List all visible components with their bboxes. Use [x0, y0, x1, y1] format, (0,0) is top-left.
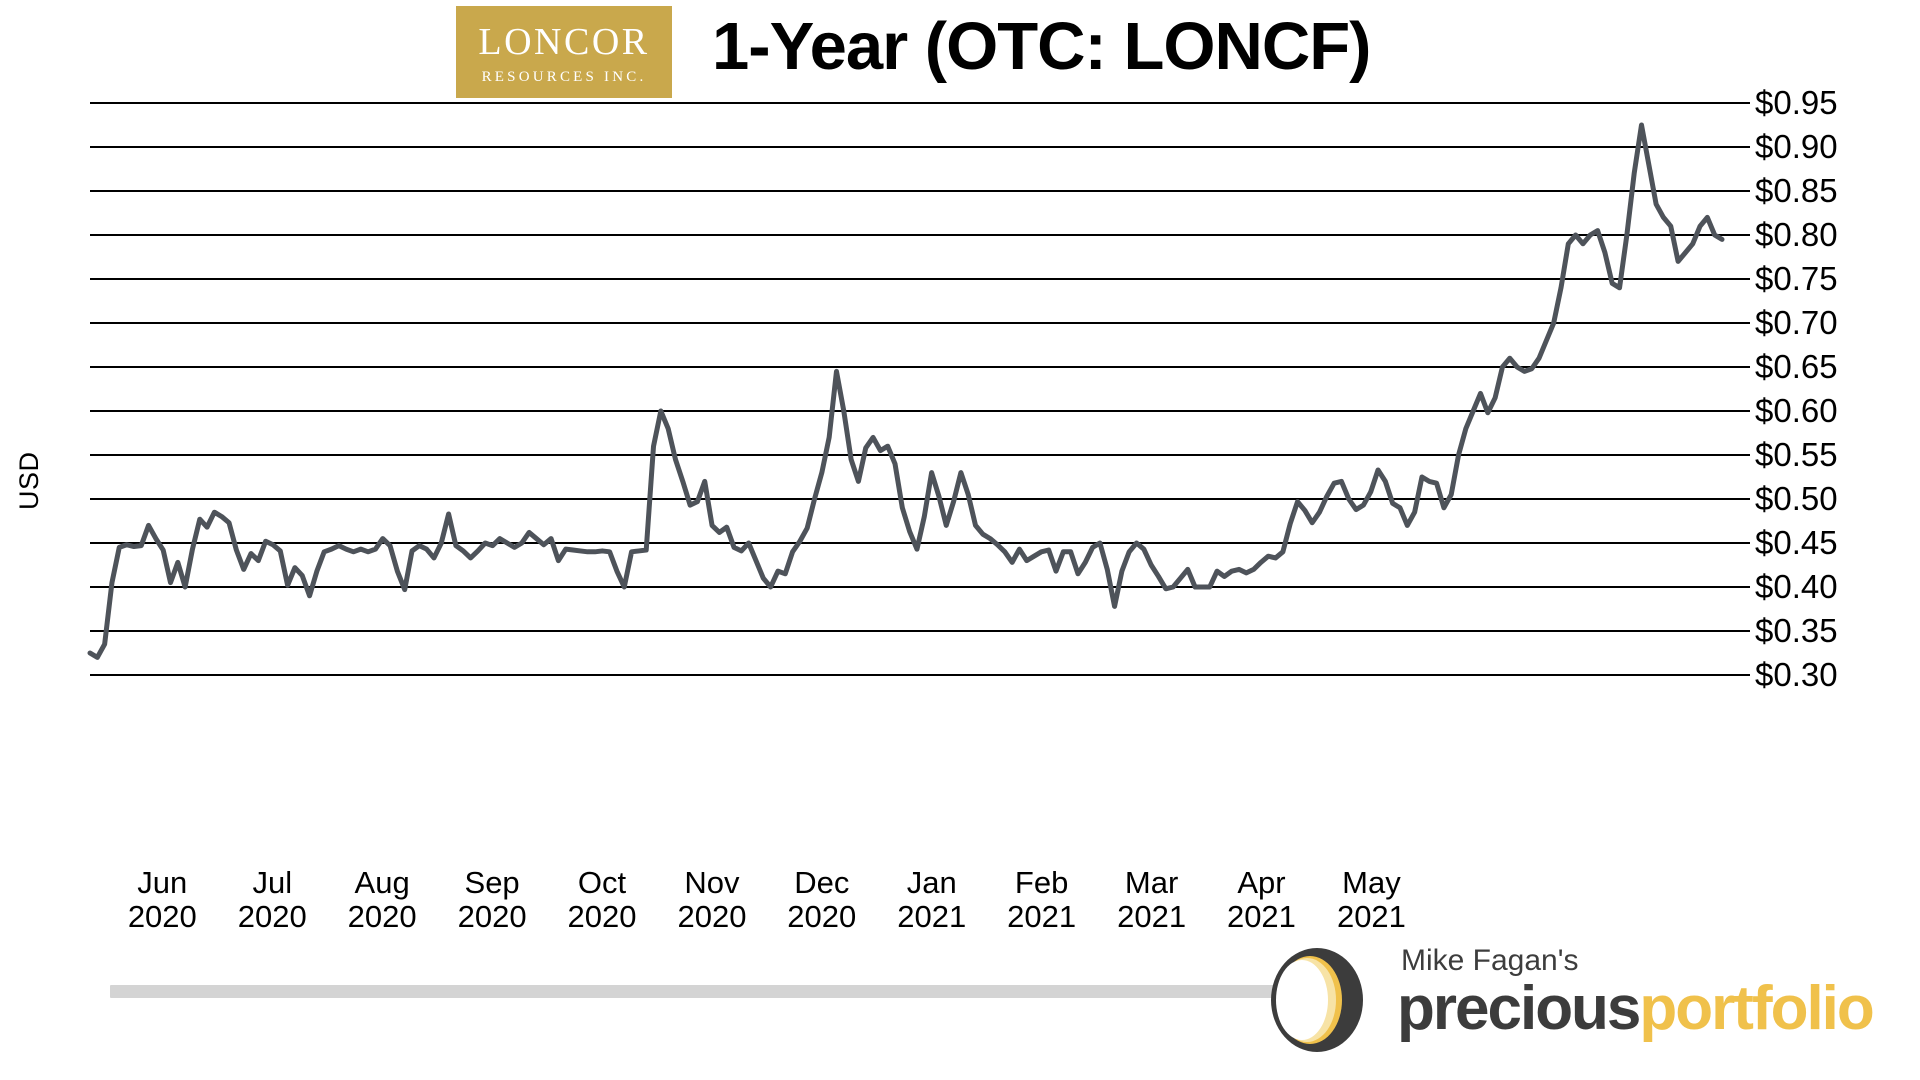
x-axis-tick-label: Sep 2020: [457, 865, 527, 935]
x-axis-tick-label: May 2021: [1336, 865, 1406, 935]
x-tick-month: Apr: [1237, 865, 1286, 900]
x-axis-tick-label: Oct 2020: [567, 865, 637, 935]
y-axis-tick-label: $0.75: [1755, 260, 1838, 297]
x-axis-tick-label: Mar 2021: [1117, 865, 1187, 935]
loncor-logo: LONCOR RESOURCES INC.: [456, 6, 672, 98]
x-tick-month: Oct: [577, 865, 627, 900]
brand-name-line: preciousportfolio: [1397, 978, 1875, 1040]
x-tick-year: 2020: [127, 899, 197, 935]
x-tick-year: 2020: [787, 899, 857, 935]
x-axis-tick-label: Jun 2020: [127, 865, 197, 935]
y-axis-tick-label: $0.35: [1755, 612, 1838, 649]
y-axis-tick-label: $0.40: [1755, 568, 1838, 605]
x-tick-year: 2021: [897, 899, 967, 935]
x-axis-tick-label: Nov 2020: [677, 865, 747, 935]
x-tick-year: 2020: [237, 899, 307, 935]
x-tick-month: May: [1342, 865, 1401, 900]
gridlines-group: [90, 102, 1722, 676]
x-axis-tick-label: Jul 2020: [237, 865, 307, 935]
x-tick-month: Sep: [464, 865, 520, 900]
loncor-logo-subtitle: RESOURCES INC.: [481, 69, 647, 85]
x-axis-tick-label: Aug 2020: [347, 865, 417, 935]
chart-header: LONCOR RESOURCES INC. 1-Year (OTC: LONCF…: [0, 0, 1920, 105]
y-axis-tick-label: $0.95: [1755, 84, 1838, 121]
x-tick-year: 2020: [347, 899, 417, 935]
x-tick-year: 2021: [1336, 899, 1406, 935]
brand-portfolio-word: portfolio: [1639, 974, 1874, 1043]
x-tick-month: Nov: [684, 865, 740, 900]
y-axis-tick-label: $0.60: [1755, 392, 1838, 429]
x-axis-tick-label: Dec 2020: [787, 865, 857, 935]
y-axis-tick-label: $0.45: [1755, 524, 1838, 561]
x-axis-tick-label: Feb 2021: [1007, 865, 1077, 935]
x-tick-month: Aug: [354, 865, 410, 900]
y-axis-tick-label: $0.50: [1755, 480, 1838, 517]
x-tick-month: Jan: [906, 865, 957, 900]
precious-portfolio-text: Mike Fagan's preciousportfolio: [1397, 940, 1875, 1040]
y-axis-tick-label: $0.80: [1755, 216, 1838, 253]
y-axis-tick-label: $0.30: [1755, 656, 1838, 693]
x-axis-tick-label: Apr 2021: [1226, 865, 1296, 935]
brand-precious-word: precious: [1397, 974, 1641, 1043]
x-tick-month: Feb: [1014, 865, 1069, 900]
brand-owner-line: Mike Fagan's: [1401, 944, 1579, 977]
footer-divider: [110, 985, 1290, 998]
loncor-logo-wordmark: LONCOR: [478, 21, 650, 63]
precious-portfolio-brand: Mike Fagan's preciousportfolio: [1255, 940, 1895, 1060]
y-axis-tick-label: $0.85: [1755, 172, 1838, 209]
x-tick-year: 2021: [1007, 899, 1077, 935]
y-tick-marks-group: [1722, 102, 1750, 676]
price-line-path: [87, 122, 1725, 660]
y-axis-tick-label: $0.65: [1755, 348, 1838, 385]
x-axis-tick-label: Jan 2021: [897, 865, 967, 935]
y-axis-tick-label: $0.70: [1755, 304, 1838, 341]
x-tick-month: Jul: [252, 865, 293, 900]
x-tick-month: Jun: [137, 865, 188, 900]
x-tick-year: 2020: [567, 899, 637, 935]
x-tick-month: Dec: [794, 865, 850, 900]
x-tick-year: 2020: [457, 899, 527, 935]
x-tick-year: 2021: [1226, 899, 1296, 935]
page-title: 1-Year (OTC: LONCF): [712, 9, 1371, 84]
y-axis-tick-label: $0.90: [1755, 128, 1838, 165]
precious-portfolio-logo-icon: [1271, 948, 1363, 1052]
x-tick-year: 2021: [1117, 899, 1187, 935]
x-tick-month: Mar: [1124, 865, 1179, 900]
y-axis-tick-label: $0.55: [1755, 436, 1838, 473]
x-tick-year: 2020: [677, 899, 747, 935]
